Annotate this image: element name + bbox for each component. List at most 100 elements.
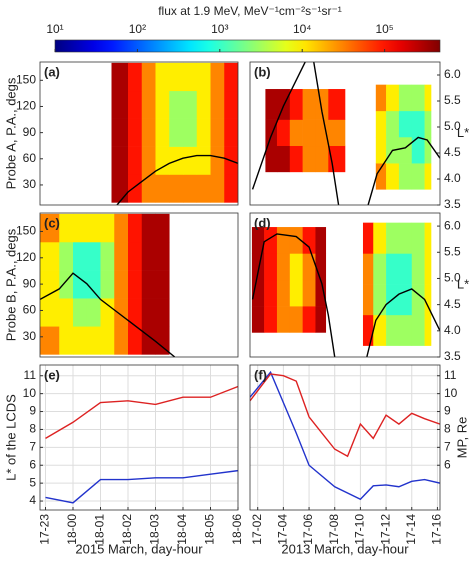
heatmap-cell	[375, 110, 387, 138]
heatmap-cell	[289, 253, 303, 281]
plot-area	[40, 213, 238, 357]
heatmap-cell	[411, 163, 425, 190]
heatmap-cell	[411, 136, 425, 164]
x-tick-label: 17-08	[327, 514, 341, 545]
y-tick-label: 7	[29, 440, 36, 454]
heatmap-cell	[302, 227, 316, 254]
heatmap-cell	[411, 284, 425, 316]
heatmap-cell	[155, 174, 170, 203]
y-tick-label: 9	[29, 404, 36, 418]
heatmap-cell	[183, 146, 198, 175]
heatmap-cell	[264, 279, 278, 307]
heatmap-cell	[276, 145, 291, 173]
heatmap-cell	[86, 213, 101, 243]
heatmap-cell	[424, 284, 432, 316]
x-tick-label: 18-05	[203, 514, 217, 545]
heatmap-cell	[111, 146, 129, 175]
heatmap-cell	[128, 241, 143, 271]
heatmap-cell	[100, 241, 115, 271]
panel-label: (b)	[254, 64, 271, 79]
y2-tick-label: 5.0	[444, 119, 461, 133]
heatmap-cell	[398, 222, 413, 254]
heatmap-cell	[373, 284, 387, 316]
heatmap-cell	[386, 110, 400, 138]
y2-tick-label: 11	[444, 368, 457, 382]
y-tick-label: 60	[23, 151, 37, 165]
colorbar	[54, 39, 441, 53]
heatmap-cell	[128, 213, 143, 243]
heatmap-cell	[411, 110, 425, 138]
panel-bg	[40, 365, 238, 510]
heatmap-cell	[398, 284, 413, 316]
heatmap-cell	[424, 163, 432, 190]
heatmap-cell	[373, 253, 387, 285]
heatmap-cell	[111, 90, 129, 119]
y-tick-label: 10	[23, 386, 37, 400]
series-line	[250, 373, 440, 458]
x-tick-label: 18-01	[93, 514, 107, 545]
heatmap-cell	[169, 118, 184, 147]
panel-frame	[249, 364, 441, 511]
heatmap-cell	[141, 118, 156, 147]
x-tick-label: 17-12	[378, 514, 392, 545]
x-tick-label: 18-04	[175, 514, 189, 545]
y2-tick-label: 4.5	[444, 297, 461, 311]
y2-tick-label: 3.5	[444, 349, 461, 363]
panel-frame	[249, 212, 441, 358]
y-tick-label: 4	[29, 493, 36, 507]
heatmap-cell	[265, 89, 278, 120]
heatmap-cell	[59, 241, 74, 271]
heatmap-cell	[411, 253, 425, 285]
heatmap-cell	[276, 119, 291, 147]
heatmap-cell	[196, 174, 211, 203]
heatmap-cell	[155, 118, 170, 147]
heatmap-cell	[141, 213, 156, 243]
lstar-line	[116, 154, 238, 205]
heatmap-cell	[40, 326, 60, 355]
y2-tick-label: 4.0	[444, 323, 461, 337]
heatmap-cell	[398, 253, 413, 285]
heatmap-cell	[224, 90, 238, 119]
heatmap-cell	[386, 253, 400, 285]
x-tick-label: 17-16	[430, 514, 444, 545]
heatmap-cell	[183, 62, 198, 92]
panel-bg	[250, 365, 440, 510]
heatmap-cell	[386, 314, 400, 346]
x-tick-label: 17-23	[38, 514, 52, 545]
heatmap-cell	[59, 326, 74, 355]
panel-label: (f)	[254, 367, 267, 382]
heatmap-cell	[73, 213, 88, 243]
heatmap-cell	[73, 298, 88, 327]
y2-tick-label: 5.0	[444, 271, 461, 285]
lstar-line	[40, 272, 176, 357]
heatmap-cell	[362, 284, 374, 316]
heatmap-cell	[398, 314, 413, 346]
heatmap-cell	[289, 279, 303, 307]
heatmap-cell	[86, 298, 101, 327]
heatmap-cell	[155, 298, 170, 327]
heatmap-cell	[128, 146, 143, 175]
heatmap-cell	[264, 253, 278, 281]
y2-tick-label: 4.0	[444, 171, 461, 185]
plot-area	[40, 365, 238, 510]
heatmap-cell	[40, 213, 60, 243]
heatmap-cell	[328, 89, 346, 120]
heatmap-cell	[289, 119, 303, 147]
colorbar-tick-label: 10²	[129, 22, 146, 36]
heatmap-cell	[114, 213, 129, 243]
heatmap-cell	[302, 306, 316, 333]
y2-tick-label: 10	[444, 386, 458, 400]
heatmap-cell	[114, 326, 129, 355]
x-tick-label: 17-04	[276, 514, 290, 545]
heatmap-cell	[111, 62, 129, 92]
heatmap-cell	[141, 174, 156, 203]
x-tick-label: 18-00	[65, 514, 79, 545]
heatmap-cell	[302, 279, 316, 307]
heatmap-cell	[40, 298, 60, 327]
plot-area	[250, 62, 440, 205]
heatmap-cell	[111, 118, 129, 147]
heatmap-cell	[141, 90, 156, 119]
heatmap-cell	[114, 270, 129, 299]
y2-axis-label: L*	[457, 276, 469, 291]
panel-label: (d)	[254, 215, 271, 230]
